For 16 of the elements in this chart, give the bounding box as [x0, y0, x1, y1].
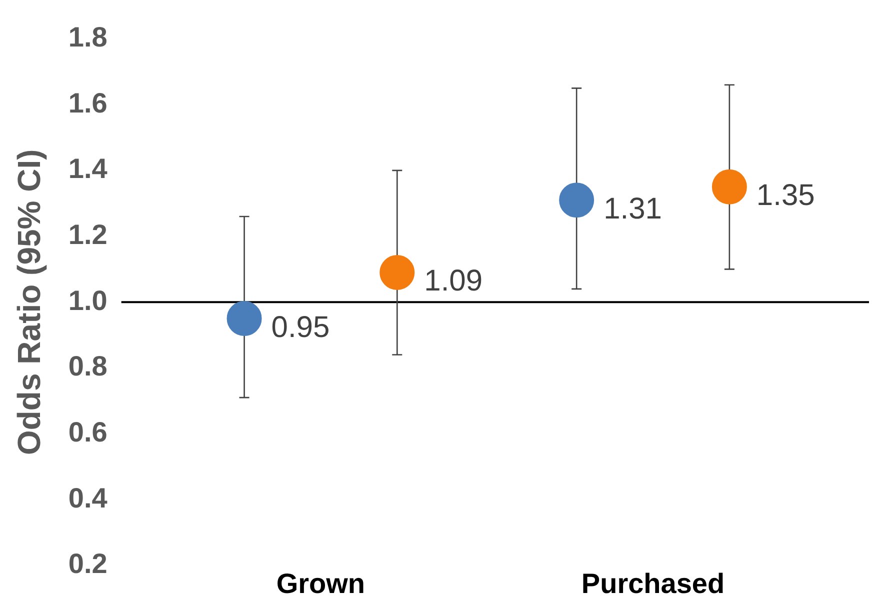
- y-tick-label: 0.2: [68, 548, 108, 580]
- y-tick-label: 1.6: [68, 87, 108, 118]
- x-tick-label: Purchased: [581, 568, 725, 599]
- y-tick-label: 1.8: [68, 22, 108, 53]
- y-tick-label: 0.4: [68, 482, 108, 514]
- data-label: 1.09: [424, 264, 483, 298]
- y-axis-title: Odds Ratio (95% CI): [11, 149, 48, 456]
- y-tick-label: 0.6: [68, 416, 108, 448]
- data-label: 0.95: [271, 310, 330, 344]
- data-label: 1.35: [756, 179, 815, 212]
- y-tick-label: 1.0: [68, 284, 108, 316]
- y-tick-label: 0.8: [68, 350, 108, 382]
- y-tick-label: 1.4: [68, 153, 108, 184]
- data-label: 1.31: [604, 192, 662, 226]
- x-tick-label: Grown: [276, 568, 366, 599]
- y-tick-label: 1.2: [68, 218, 108, 250]
